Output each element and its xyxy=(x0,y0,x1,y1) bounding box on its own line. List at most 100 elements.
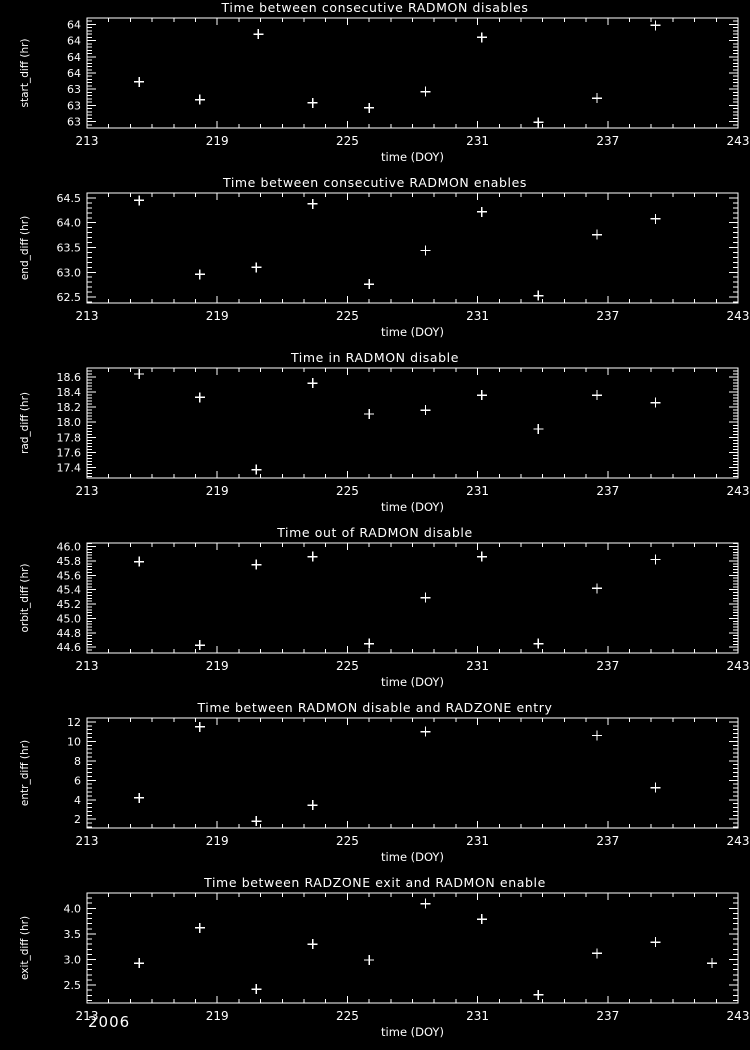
x-tick-label: 219 xyxy=(206,834,229,848)
x-tick-label: 243 xyxy=(727,1009,750,1023)
x-tick-label: 213 xyxy=(76,134,99,148)
x-tick-label: 231 xyxy=(466,834,489,848)
data-series xyxy=(134,20,661,128)
data-point xyxy=(591,948,602,959)
plot-panel-2: Time between consecutive RADMON enables … xyxy=(0,175,750,350)
data-point xyxy=(591,229,602,240)
y-axis-label: entr_diff (hr) xyxy=(19,740,31,806)
data-point xyxy=(134,792,145,803)
plot-panel-5: Time between RADMON disable and RADZONE … xyxy=(0,700,750,875)
x-tick-label: 243 xyxy=(727,659,750,673)
data-point xyxy=(420,245,431,256)
x-tick-label: 225 xyxy=(336,834,359,848)
plot-area-2: 213 219 225 231 237 243 time (DOY) 62.5 63.0 63.5… xyxy=(19,192,749,339)
data-point xyxy=(307,198,318,209)
data-point xyxy=(476,551,487,562)
x-tick-label: 225 xyxy=(336,309,359,323)
x-tick-label: 225 xyxy=(336,659,359,673)
panel-title: Time between consecutive RADMON enables xyxy=(222,175,528,190)
x-tick-label: 231 xyxy=(466,659,489,673)
y-tick-label: 4 xyxy=(74,794,81,807)
data-point xyxy=(476,206,487,217)
y-tick-label: 62.5 xyxy=(57,291,82,304)
panel-title: Time between RADMON disable and RADZONE … xyxy=(197,700,553,715)
x-tick-label: 213 xyxy=(76,309,99,323)
data-point xyxy=(650,20,661,31)
y-tick-label: 63 xyxy=(67,99,81,112)
y-tick-label: 12 xyxy=(67,716,81,729)
x-tick-label: 225 xyxy=(336,134,359,148)
data-point xyxy=(420,726,431,737)
x-tick-label: 213 xyxy=(76,659,99,673)
x-axis-label: time (DOY) xyxy=(381,325,444,339)
data-series xyxy=(134,195,661,301)
data-point xyxy=(364,638,375,649)
data-point xyxy=(251,816,262,827)
x-tick-label: 219 xyxy=(206,484,229,498)
data-series xyxy=(134,551,661,651)
y-tick-label: 64 xyxy=(67,18,81,31)
y-tick-label: 63 xyxy=(67,116,81,129)
plot-frame xyxy=(86,17,739,129)
data-point xyxy=(650,213,661,224)
y-tick-label: 64.0 xyxy=(57,217,82,230)
y-axis-label: orbit_diff (hr) xyxy=(19,563,31,632)
x-tick-label: 243 xyxy=(727,834,750,848)
plot-area-1: 213 219 225 231 237 243 time (DOY) 63 63 63 64 64 64… xyxy=(19,17,750,164)
x-tick-label: 219 xyxy=(206,1009,229,1023)
data-point xyxy=(476,914,487,925)
data-point xyxy=(420,592,431,603)
data-point xyxy=(364,279,375,290)
plot-panel-4: Time out of RADMON disable 213 219 225 231 2… xyxy=(0,525,750,700)
x-tick-label: 213 xyxy=(76,834,99,848)
x-tick-label: 237 xyxy=(596,484,619,498)
plot-frame xyxy=(86,542,739,654)
plot-area-6: 213 219 225 231 237 243 time (DOY) 2.5 3.0 3.5 4.0… xyxy=(19,892,750,1039)
y-tick-label: 45.8 xyxy=(57,555,82,568)
data-point xyxy=(420,898,431,909)
x-tick-label: 237 xyxy=(596,134,619,148)
x-tick-label: 243 xyxy=(727,134,750,148)
y-tick-label: 4.0 xyxy=(64,902,82,915)
data-point xyxy=(591,730,602,741)
data-point xyxy=(253,29,264,40)
x-tick-label: 237 xyxy=(596,834,619,848)
plot-area-3: 213 219 225 231 237 243 time (DOY) 17.4 17.6 17.8… xyxy=(19,367,749,514)
data-point xyxy=(307,551,318,562)
x-tick-label: 231 xyxy=(466,134,489,148)
y-tick-label: 17.4 xyxy=(57,461,82,474)
data-point xyxy=(364,955,375,966)
plot-panel-6: Time between RADZONE exit and RADMON ena… xyxy=(0,875,750,1050)
x-tick-label: 219 xyxy=(206,309,229,323)
y-axis-label: exit_diff (hr) xyxy=(19,916,31,980)
data-point xyxy=(251,262,262,273)
y-tick-label: 63.0 xyxy=(57,266,82,279)
x-tick-label: 213 xyxy=(76,484,99,498)
data-point xyxy=(251,464,262,475)
x-tick-label: 237 xyxy=(596,659,619,673)
y-tick-label: 45.4 xyxy=(57,584,82,597)
data-point xyxy=(307,378,318,389)
x-tick-label: 225 xyxy=(336,484,359,498)
y-axis-label: start_diff (hr) xyxy=(19,38,31,107)
data-point xyxy=(134,369,145,380)
data-point xyxy=(194,721,205,732)
y-tick-label: 45.0 xyxy=(57,612,82,625)
panel-title: Time out of RADMON disable xyxy=(277,525,473,540)
x-tick-label: 237 xyxy=(596,1009,619,1023)
x-axis-label: time (DOY) xyxy=(381,500,444,514)
data-point xyxy=(194,392,205,403)
plot-panel-3: Time in RADMON disable 213 219 225 231 237 24… xyxy=(0,350,750,525)
y-tick-label: 44.8 xyxy=(57,627,82,640)
plot-area-5: 213 219 225 231 237 243 time (DOY) 2 4 6 8 10 12 entr… xyxy=(19,716,750,864)
data-point xyxy=(194,269,205,280)
x-tick-label: 237 xyxy=(596,309,619,323)
data-point xyxy=(650,782,661,793)
y-tick-label: 63 xyxy=(67,83,81,96)
data-point xyxy=(591,93,602,104)
data-point xyxy=(194,922,205,933)
year-label: 2006 xyxy=(88,1013,131,1031)
data-point xyxy=(650,937,661,948)
plot-frame xyxy=(86,717,739,829)
